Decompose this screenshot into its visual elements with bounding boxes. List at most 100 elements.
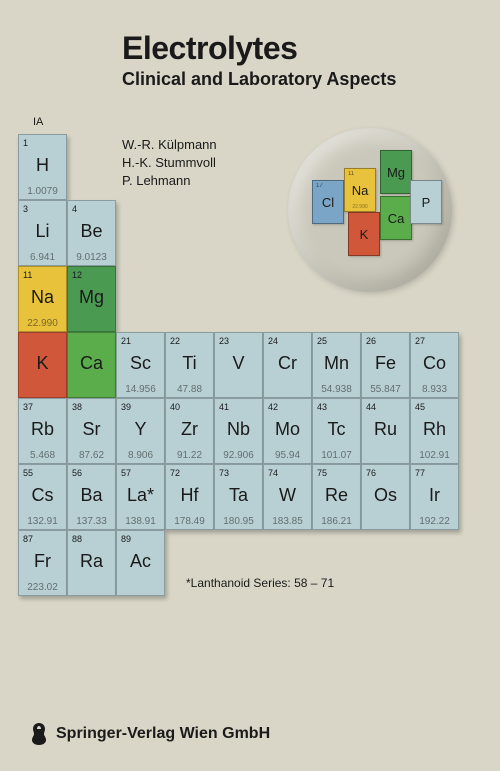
atomic-mass: 47.88 <box>166 384 213 395</box>
element-symbol: K <box>360 227 369 242</box>
atomic-number: 4 <box>72 204 77 214</box>
element-symbol: Re <box>313 485 360 506</box>
element-symbol: Ti <box>166 353 213 374</box>
element-cell-ta: 73 Ta 180.95 <box>214 464 263 530</box>
atomic-mass: 5.468 <box>19 450 66 461</box>
element-symbol: Fr <box>19 551 66 572</box>
atomic-mass: 87.62 <box>68 450 115 461</box>
element-symbol: La* <box>117 485 164 506</box>
group-label: IA <box>33 116 43 128</box>
element-cell-tc: 43 Tc 101.07 <box>312 398 361 464</box>
atomic-number: 38 <box>72 402 82 412</box>
element-symbol: Ca <box>388 211 405 226</box>
element-cell-mn: 25 Mn 54.938 <box>312 332 361 398</box>
atomic-number: 25 <box>317 336 327 346</box>
atomic-mass: 178.49 <box>166 516 213 527</box>
atomic-mass: 1.0079 <box>19 186 66 197</box>
element-cell-ba: 56Ba137.33 <box>67 464 116 530</box>
atomic-mass: 186.21 <box>313 516 360 527</box>
atomic-mass: 8.933 <box>411 384 458 395</box>
atomic-mass: 183.85 <box>264 516 311 527</box>
atomic-mass: 223.02 <box>19 582 66 593</box>
element-symbol: Tc <box>313 419 360 440</box>
element-cell-w: 74 W 183.85 <box>263 464 312 530</box>
element-cell-nb: 41Nb92.906 <box>214 398 263 464</box>
author-line: P. Lehmann <box>122 172 217 190</box>
element-symbol: V <box>215 353 262 374</box>
atomic-number: 42 <box>268 402 278 412</box>
inset-element-p: P <box>410 180 442 224</box>
atomic-number: 45 <box>415 402 425 412</box>
element-cell-li: 3Li6.941 <box>18 200 67 266</box>
atomic-mass: 14.956 <box>117 384 164 395</box>
atomic-number: 57 <box>121 468 131 478</box>
inset-element-cl: Cl17 <box>312 180 344 224</box>
element-cell-k: K <box>18 332 67 398</box>
element-cell-ir: 77Ir192.22 <box>410 464 459 530</box>
atomic-number: 12 <box>72 270 82 280</box>
element-symbol: Y <box>117 419 164 440</box>
element-cell-rb: 37Rb5.468 <box>18 398 67 464</box>
atomic-number: 22 <box>170 336 180 346</box>
element-symbol: W <box>264 485 311 506</box>
atomic-mass: 8.906 <box>117 450 164 461</box>
inset-element-mg: Mg <box>380 150 412 194</box>
element-symbol: Na <box>352 183 369 198</box>
element-symbol: Mg <box>68 287 115 308</box>
title: Electrolytes <box>122 30 396 67</box>
atomic-mass: 54.938 <box>313 384 360 395</box>
inset-element-k: K <box>348 212 380 256</box>
element-symbol: Cl <box>322 195 334 210</box>
element-symbol: Ta <box>215 485 262 506</box>
book-cover: Electrolytes Clinical and Laboratory Asp… <box>0 0 500 771</box>
atomic-number: 39 <box>121 402 131 412</box>
atomic-mass: 95.94 <box>264 450 311 461</box>
element-symbol: Ca <box>68 353 115 374</box>
element-cell-sr: 38Sr87.62 <box>67 398 116 464</box>
atomic-number: 37 <box>23 402 33 412</box>
element-symbol: Mn <box>313 353 360 374</box>
atomic-number: 75 <box>317 468 327 478</box>
atomic-mass: 9.0123 <box>68 252 115 263</box>
element-symbol: Zr <box>166 419 213 440</box>
atomic-mass: 6.941 <box>19 252 66 263</box>
atomic-number: 56 <box>72 468 82 478</box>
title-block: Electrolytes Clinical and Laboratory Asp… <box>122 30 396 90</box>
publisher: Springer-Verlag Wien GmbH <box>28 722 270 746</box>
authors: W.-R. Külpmann H.-K. Stummvoll P. Lehman… <box>122 136 217 191</box>
element-cell-h: 1H1.0079 <box>18 134 67 200</box>
atomic-mass: 132.91 <box>19 516 66 527</box>
atomic-number: 73 <box>219 468 229 478</box>
element-cell-rh: 45Rh102.91 <box>410 398 459 464</box>
element-symbol: Hf <box>166 485 213 506</box>
atomic-number: 23 <box>219 336 229 346</box>
element-cell-cs: 55Cs132.91 <box>18 464 67 530</box>
circle-inset: Cl17Na1122.990MgKCaP <box>288 128 452 292</box>
element-symbol: Li <box>19 221 66 242</box>
atomic-mass: 180.95 <box>215 516 262 527</box>
atomic-number: 11 <box>23 270 32 280</box>
atomic-number: 43 <box>317 402 327 412</box>
atomic-mass: 102.91 <box>411 450 458 461</box>
element-cell-na: 11Na22.990 <box>18 266 67 332</box>
element-cell-fe: 26Fe55.847 <box>361 332 410 398</box>
atomic-number: 87 <box>23 534 33 544</box>
atomic-number: 74 <box>268 468 278 478</box>
element-cell-la: 57La*138.91 <box>116 464 165 530</box>
element-cell-mg: 12 Mg <box>67 266 116 332</box>
element-symbol: Co <box>411 353 458 374</box>
atomic-number: 27 <box>415 336 425 346</box>
atomic-number: 26 <box>366 336 376 346</box>
element-cell-ca: Ca <box>67 332 116 398</box>
atomic-mass: 55.847 <box>362 384 409 395</box>
element-symbol: H <box>19 155 66 176</box>
element-cell-sc: 21Sc14.956 <box>116 332 165 398</box>
element-cell-hf: 72Hf178.49 <box>165 464 214 530</box>
element-symbol: Ac <box>117 551 164 572</box>
element-cell-mo: 42Mo95.94 <box>263 398 312 464</box>
atomic-mass: 91.22 <box>166 450 213 461</box>
atomic-mass: 101.07 <box>313 450 360 461</box>
element-cell-v: 23 V <box>214 332 263 398</box>
atomic-mass: 92.906 <box>215 450 262 461</box>
element-symbol: K <box>19 353 66 374</box>
